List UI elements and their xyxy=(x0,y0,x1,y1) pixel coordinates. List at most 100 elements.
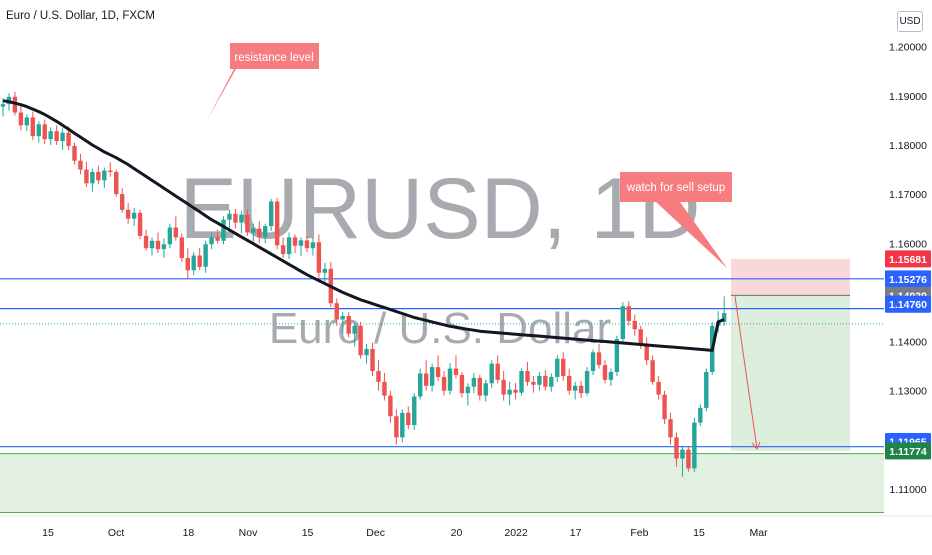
candle xyxy=(167,223,173,249)
price-badge-background xyxy=(885,295,931,313)
candle xyxy=(191,252,196,276)
candle xyxy=(489,360,494,389)
projected-move-arrowhead xyxy=(751,441,761,450)
candle-body xyxy=(24,117,30,126)
candle-body xyxy=(286,237,292,255)
candle-body xyxy=(549,376,554,387)
candle-body xyxy=(441,376,447,391)
time-tick-label: Nov xyxy=(239,527,258,539)
time-tick-label: Mar xyxy=(750,527,769,539)
moving-average-layer xyxy=(2,99,725,352)
candle-body xyxy=(298,240,304,246)
moving-average-line xyxy=(2,99,725,352)
candle xyxy=(692,417,697,472)
candle xyxy=(429,363,435,392)
candle-body xyxy=(60,132,65,142)
currency-button[interactable]: USD xyxy=(897,11,923,32)
candle-body xyxy=(197,255,202,267)
candle xyxy=(245,209,250,236)
price-badge-background xyxy=(885,270,931,288)
candle-body xyxy=(459,374,465,394)
time-tick-label: Oct xyxy=(108,527,124,539)
candle xyxy=(543,370,548,391)
candle xyxy=(620,302,626,343)
symbol-title[interactable]: Euro / U.S. Dollar, 1D, FXCM xyxy=(6,10,155,22)
price-tick-label: 1.19000 xyxy=(889,91,927,103)
candle-body xyxy=(453,368,459,375)
candle-body xyxy=(704,372,709,408)
time-tick-label: 15 xyxy=(693,527,705,539)
candle-body xyxy=(644,344,649,361)
candle xyxy=(656,375,661,400)
candle xyxy=(668,412,673,445)
price-badge-label: 1.11774 xyxy=(889,446,927,458)
trade-arrow-layer xyxy=(734,296,761,450)
candle-body xyxy=(578,385,584,394)
callouts-layer: resistance level watch for sell setup xyxy=(207,43,732,268)
candle xyxy=(143,229,149,251)
candle xyxy=(120,188,125,213)
candle-body xyxy=(131,212,137,219)
time-axis[interactable]: 15 Oct 18 Nov 15 Dec 20 2022 17 Feb 15 Mar xyxy=(0,515,932,550)
candle xyxy=(185,248,190,279)
candle-body xyxy=(346,315,351,334)
candle-body xyxy=(30,117,35,137)
candle-body xyxy=(477,377,482,396)
candle xyxy=(626,301,631,326)
candle xyxy=(137,209,143,240)
price-tick-label: 1.13000 xyxy=(889,386,927,398)
price-badge-label: 1.14760 xyxy=(889,299,927,311)
candle-body xyxy=(674,437,679,459)
candle xyxy=(334,298,339,326)
candle-body xyxy=(143,235,149,249)
candle-body xyxy=(620,306,626,340)
candle xyxy=(274,198,280,250)
candle-body xyxy=(418,373,423,397)
candle-body xyxy=(543,375,548,387)
candle-body xyxy=(513,389,518,393)
candle-body xyxy=(191,255,196,271)
candle-body xyxy=(489,363,494,384)
candle-body xyxy=(96,172,101,181)
candle-body xyxy=(602,365,608,380)
price-badge: 1.15681 xyxy=(885,250,931,268)
candle xyxy=(42,119,47,144)
candle-body xyxy=(102,170,107,181)
candle xyxy=(280,237,286,258)
candle xyxy=(364,344,369,364)
candle xyxy=(155,232,161,254)
candle-body xyxy=(692,422,697,469)
candle xyxy=(596,344,602,369)
candle-body xyxy=(257,228,262,238)
candle xyxy=(173,216,179,241)
candle-body xyxy=(251,228,256,233)
candle-body xyxy=(471,377,477,387)
demand-zone xyxy=(0,453,884,513)
candle xyxy=(18,105,24,131)
candle xyxy=(662,390,667,425)
candle xyxy=(567,368,572,395)
candle-body xyxy=(155,240,161,250)
candle xyxy=(84,161,89,187)
time-tick-label: 15 xyxy=(302,527,314,539)
candle-body xyxy=(561,358,566,376)
candle-body xyxy=(555,358,560,377)
candle-body xyxy=(66,132,71,146)
candle xyxy=(590,349,596,375)
candle xyxy=(108,162,113,177)
candle-body xyxy=(48,131,53,140)
candle xyxy=(358,321,363,359)
candle xyxy=(346,312,351,338)
candle xyxy=(60,128,65,150)
price-tick-label: 1.11000 xyxy=(889,484,926,496)
candle-body xyxy=(18,112,24,126)
candle-body xyxy=(137,212,143,236)
candle-body xyxy=(632,320,637,330)
candle-body xyxy=(292,237,298,246)
candle-body xyxy=(84,169,89,184)
price-badge-background xyxy=(885,250,931,268)
candle-body xyxy=(429,367,435,386)
candle-body xyxy=(167,227,173,245)
